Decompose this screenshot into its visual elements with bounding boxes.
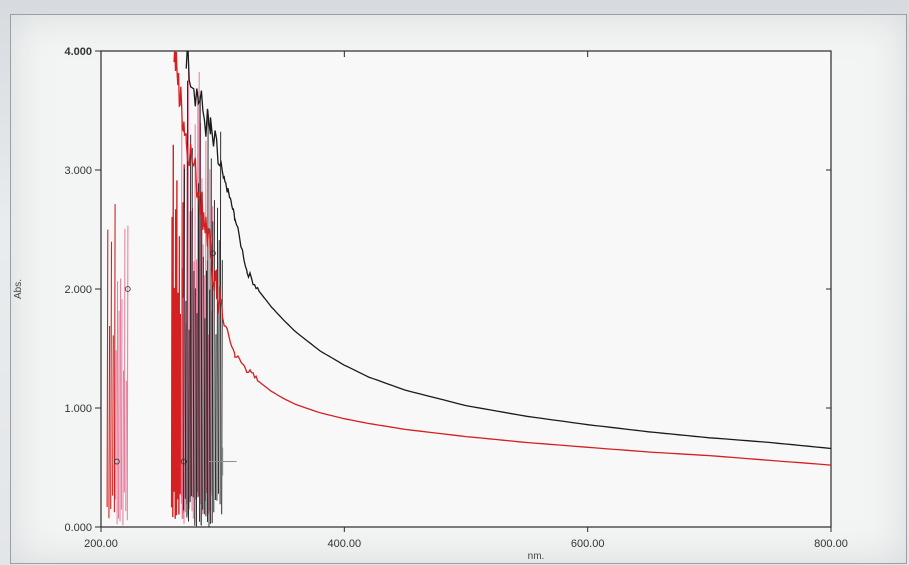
y-tick-label: 3.000 <box>64 165 92 177</box>
y-tick-label: 4.000 <box>64 46 92 58</box>
peak-marker <box>180 458 187 465</box>
x-tick-label: 200.00 <box>84 538 118 550</box>
peak-marker <box>113 458 120 465</box>
black-rise-spikes <box>183 80 223 527</box>
spectrum-window: 0.000 1.000 2.000 3.000 4.000 200.00 400.00 600… <box>10 14 907 564</box>
x-tick-label: 600.00 <box>571 538 605 550</box>
x-tick-label: 800.00 <box>814 538 848 550</box>
peak-marker <box>124 286 131 292</box>
y-tick-label: 1.000 <box>64 403 92 415</box>
x-axis-label: nm. <box>528 551 545 562</box>
y-axis-label: Abs. <box>13 279 24 299</box>
absorbance-chart: 0.000 1.000 2.000 3.000 4.000 200.00 400.00 600… <box>13 46 848 562</box>
series-line-1 <box>185 51 831 450</box>
x-tick-label: 400.00 <box>328 538 362 550</box>
y-tick-label: 0.000 <box>64 522 92 534</box>
peak-marker <box>210 250 216 257</box>
red-noise-spikes <box>106 204 116 519</box>
series-line-2 <box>173 51 831 466</box>
pink-noise-spikes <box>115 225 129 526</box>
y-tick-label: 2.000 <box>64 284 92 296</box>
